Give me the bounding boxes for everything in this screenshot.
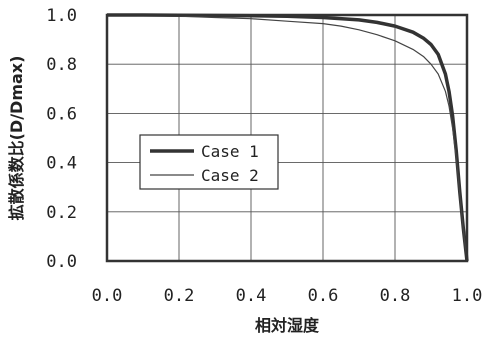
legend-label-case-2: Case 2 — [201, 166, 259, 185]
plot-frame — [105, 13, 469, 263]
x-tick-label: 0.4 — [236, 286, 267, 306]
y-tick-label: 0.2 — [46, 203, 77, 223]
x-tick-label: 0.0 — [92, 286, 123, 306]
series-line-case-2 — [106, 14, 468, 262]
tick-labels: 0.0 0.2 0.4 0.6 0.8 1.0 0.0 0.2 0.4 0.6 0.8 1.0 — [46, 6, 482, 306]
x-tick-label: 0.2 — [164, 286, 195, 306]
x-tick-label: 0.6 — [308, 286, 339, 306]
y-axis-title: 拡散係数比(D/Dmax) — [7, 56, 26, 221]
y-tick-label: 0.4 — [46, 154, 77, 174]
legend-box — [139, 134, 279, 190]
x-tick-label: 1.0 — [452, 286, 483, 306]
y-tick-label: 1.0 — [46, 6, 77, 26]
legend: Case 1 Case 2 — [139, 134, 279, 190]
y-tick-label: 0.6 — [46, 104, 77, 124]
x-tick-label: 0.8 — [380, 286, 411, 306]
legend-label-case-1: Case 1 — [201, 142, 259, 161]
y-tick-label: 0.8 — [46, 55, 77, 75]
x-axis-title: 相対湿度 — [255, 316, 320, 335]
y-tick-label: 0.0 — [46, 252, 77, 272]
